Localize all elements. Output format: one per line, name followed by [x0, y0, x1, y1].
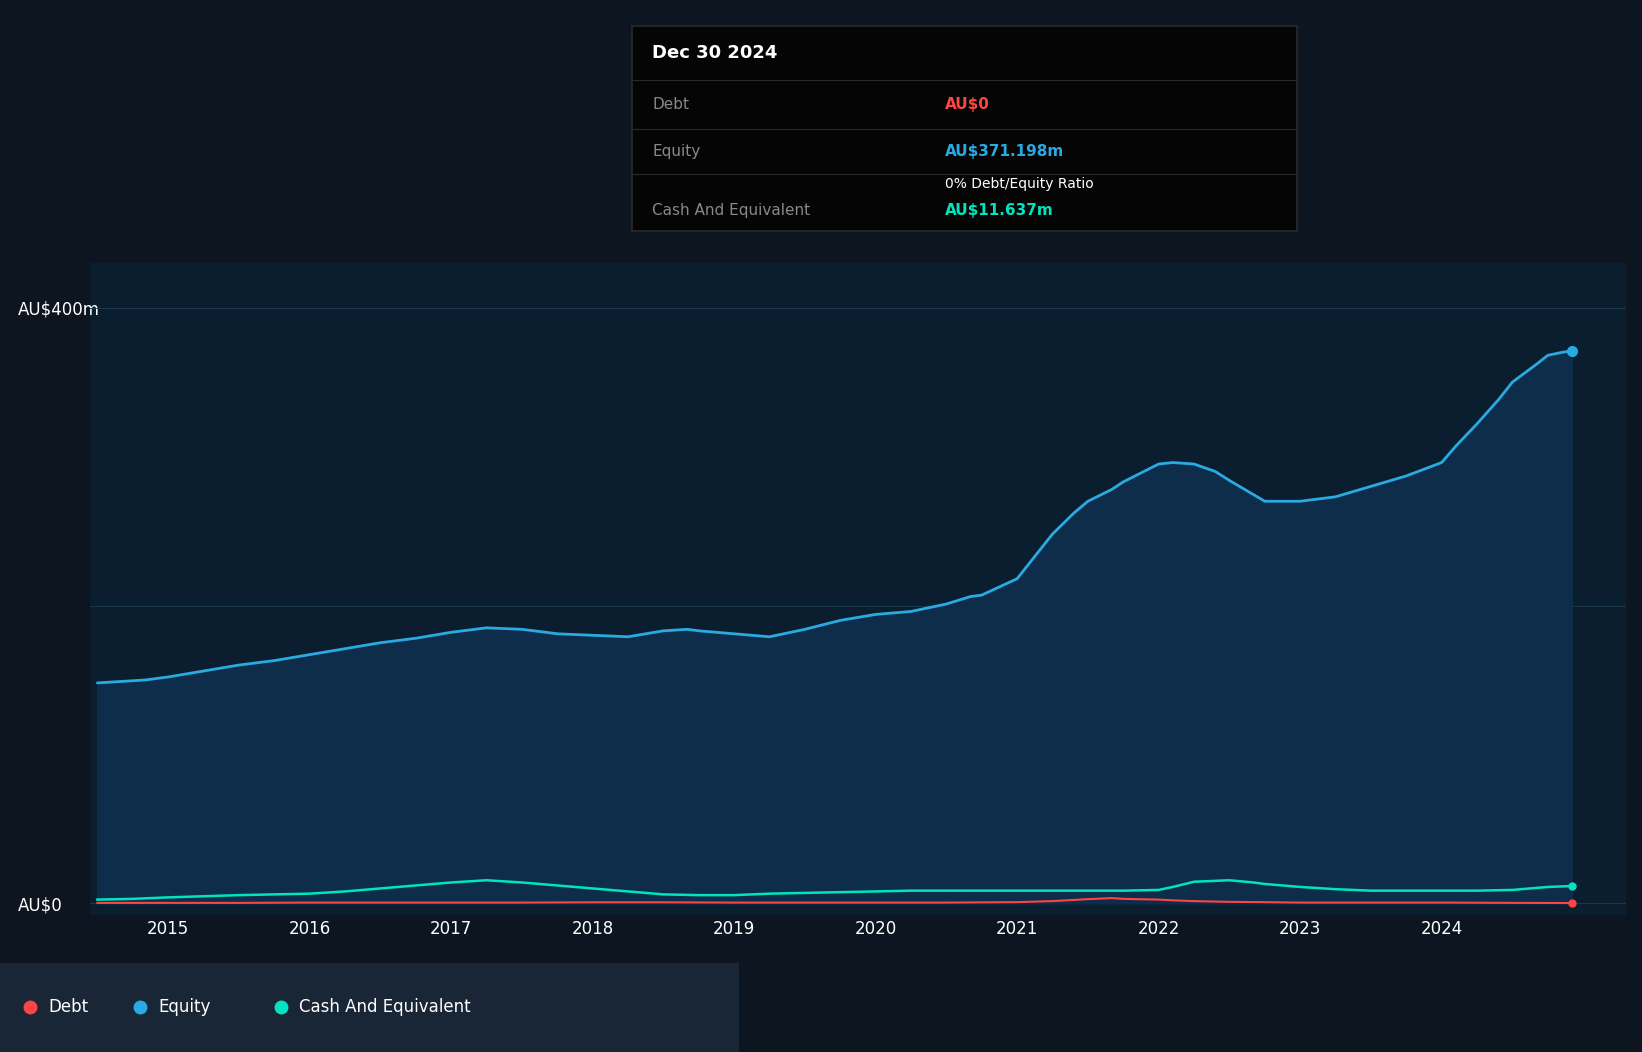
- Text: Cash And Equivalent: Cash And Equivalent: [652, 203, 810, 219]
- Text: AU$11.637m: AU$11.637m: [944, 203, 1054, 219]
- Text: 0% Debt/Equity Ratio: 0% Debt/Equity Ratio: [944, 177, 1094, 191]
- Text: AU$0: AU$0: [944, 97, 990, 112]
- Text: Equity: Equity: [652, 144, 701, 159]
- Text: AU$371.198m: AU$371.198m: [944, 144, 1064, 159]
- Text: Dec 30 2024: Dec 30 2024: [652, 44, 778, 62]
- Text: Equity: Equity: [159, 998, 212, 1016]
- Text: Debt: Debt: [48, 998, 89, 1016]
- Text: Debt: Debt: [652, 97, 690, 112]
- Text: Cash And Equivalent: Cash And Equivalent: [299, 998, 471, 1016]
